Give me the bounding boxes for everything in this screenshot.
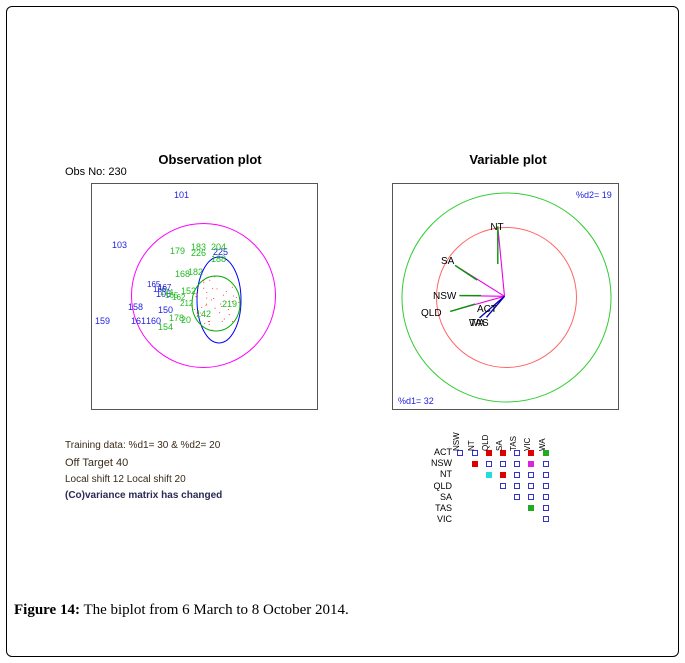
svg-text:226: 226 <box>191 248 206 258</box>
svg-text:161: 161 <box>131 316 146 326</box>
svg-text:103: 103 <box>112 240 127 250</box>
svg-text:%d1= 32: %d1= 32 <box>398 396 434 406</box>
svg-text:159: 159 <box>95 316 110 326</box>
svg-text:QLD: QLD <box>421 308 442 319</box>
svg-text:TAS: TAS <box>470 318 489 329</box>
svg-text:154: 154 <box>158 322 173 332</box>
svg-text:NT: NT <box>490 222 503 233</box>
svg-text:182: 182 <box>188 267 203 277</box>
svg-text:158: 158 <box>128 302 143 312</box>
svg-text:SA: SA <box>441 256 455 267</box>
svg-text:212: 212 <box>180 299 194 308</box>
svg-text:179: 179 <box>170 246 185 256</box>
svg-text:219: 219 <box>222 299 237 309</box>
svg-text:204: 204 <box>211 242 226 252</box>
svg-text:ACT: ACT <box>477 304 497 315</box>
svg-text:20: 20 <box>181 315 191 325</box>
svg-text:188: 188 <box>211 254 226 264</box>
svg-text:%d2= 19: %d2= 19 <box>576 190 612 200</box>
svg-text:101: 101 <box>174 190 189 200</box>
svg-text:NSW: NSW <box>433 291 457 302</box>
svg-text:142: 142 <box>196 309 211 319</box>
